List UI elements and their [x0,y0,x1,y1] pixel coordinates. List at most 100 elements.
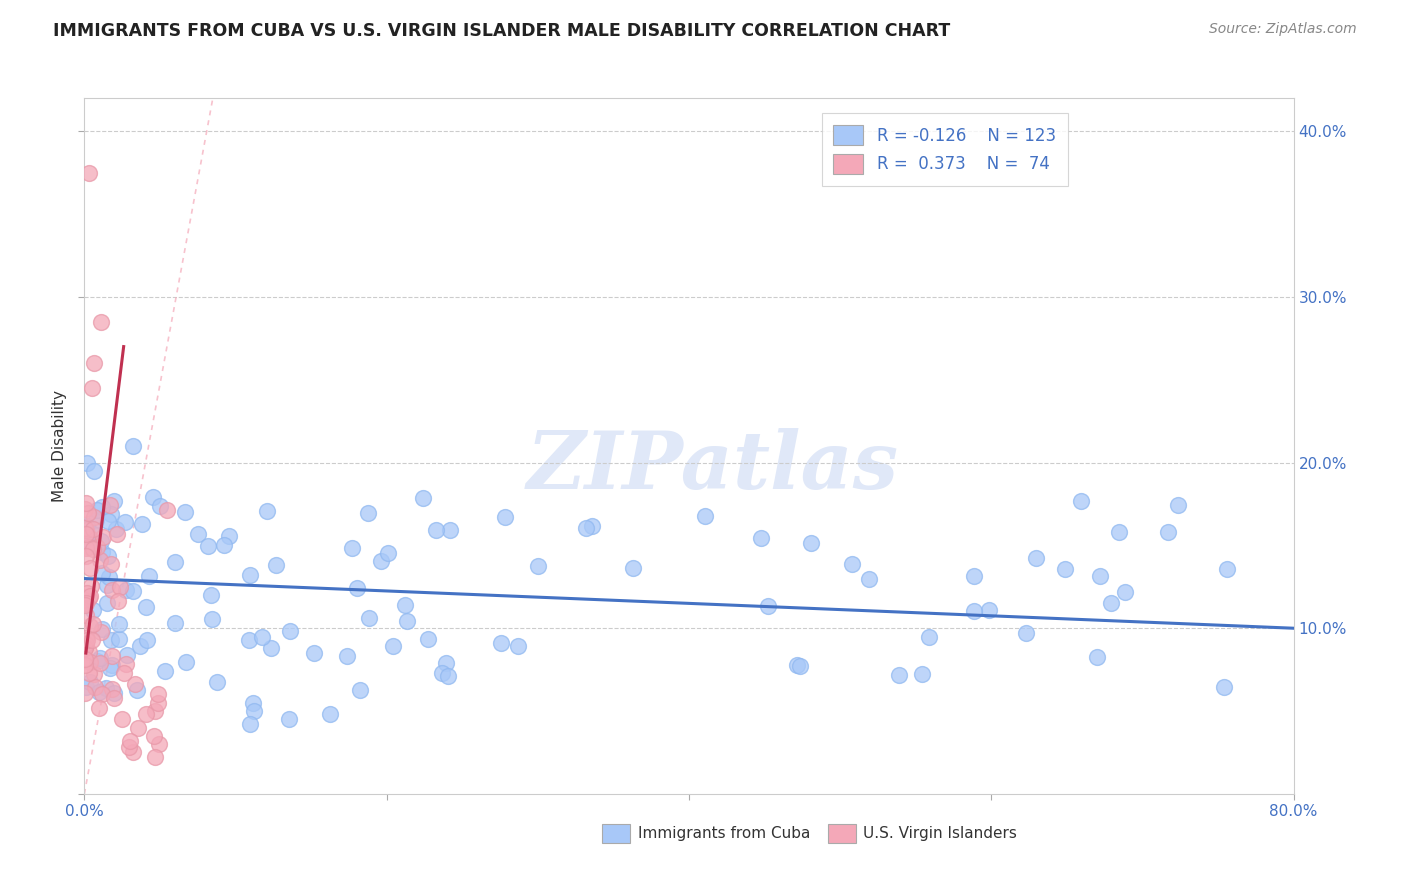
Point [693,509,716,524]
Point [336,649,359,664]
Point [75,598,97,612]
Point [79,579,101,593]
Point [1213,680,1236,694]
Point [143,750,166,764]
Point [786,658,808,673]
Point [148,500,170,514]
Point [89,656,111,670]
Point [425,523,447,537]
Point [103,493,125,508]
Point [346,581,368,595]
Point [800,536,823,550]
Point [304,647,326,661]
Point [86,540,108,554]
Point [97,514,120,528]
Point [432,666,454,681]
Point [79,561,101,575]
Point [108,632,131,646]
Point [239,717,262,731]
Point [963,604,986,618]
Point [79,589,101,603]
Point [101,657,124,672]
Point [75,681,97,695]
Point [96,681,118,695]
Point [153,664,176,678]
Point [187,527,209,541]
Point [278,624,301,639]
Point [256,504,278,518]
Point [1053,562,1076,576]
Point [117,740,139,755]
Point [1070,494,1092,508]
Point [77,645,100,659]
Point [75,631,97,645]
Point [120,734,142,748]
Point [382,640,405,654]
Point [396,614,419,628]
Point [489,636,512,650]
Point [581,519,603,533]
Point [100,557,122,571]
Point [75,608,97,623]
Point [80,381,103,395]
Point [112,665,135,680]
Point [100,583,122,598]
Point [76,506,98,520]
Point [143,729,166,743]
Point [91,530,114,544]
Point [128,640,150,654]
Point [89,553,111,567]
Point [96,596,118,610]
Point [77,665,100,680]
Point [83,510,105,524]
Point [889,667,911,681]
Point [494,510,516,524]
Point [103,690,125,705]
Point [148,737,170,751]
Point [75,527,97,541]
Point [90,566,112,581]
Point [89,700,111,714]
Point [76,519,98,533]
Point [412,491,434,505]
Point [165,555,187,569]
Point [76,456,98,470]
Point [527,559,550,574]
Point [76,636,98,650]
Point [434,656,457,670]
Point [756,599,779,613]
Point [131,517,153,532]
Point [197,540,219,554]
Point [100,632,122,647]
Text: Source: ZipAtlas.com: Source: ZipAtlas.com [1209,22,1357,37]
Point [96,578,118,592]
Point [135,599,157,614]
Point [107,617,129,632]
Point [82,616,104,631]
Point [125,682,148,697]
Text: ZIPatlas: ZIPatlas [527,428,900,506]
Point [77,541,100,555]
Point [79,674,101,689]
Point [135,707,157,722]
Point [357,611,380,625]
Point [340,541,363,555]
Point [91,622,114,636]
Point [437,669,460,683]
Point [394,598,416,612]
Point [1108,525,1130,540]
Point [142,490,165,504]
Point [121,746,143,760]
Point [83,666,105,681]
Point [75,686,97,700]
Point [278,712,301,726]
Point [1015,626,1038,640]
Point [1090,569,1112,583]
Point [100,507,122,521]
Point [90,500,112,515]
Point [318,707,340,722]
Point [146,688,169,702]
Point [143,704,166,718]
Point [90,624,112,639]
Point [124,677,146,691]
